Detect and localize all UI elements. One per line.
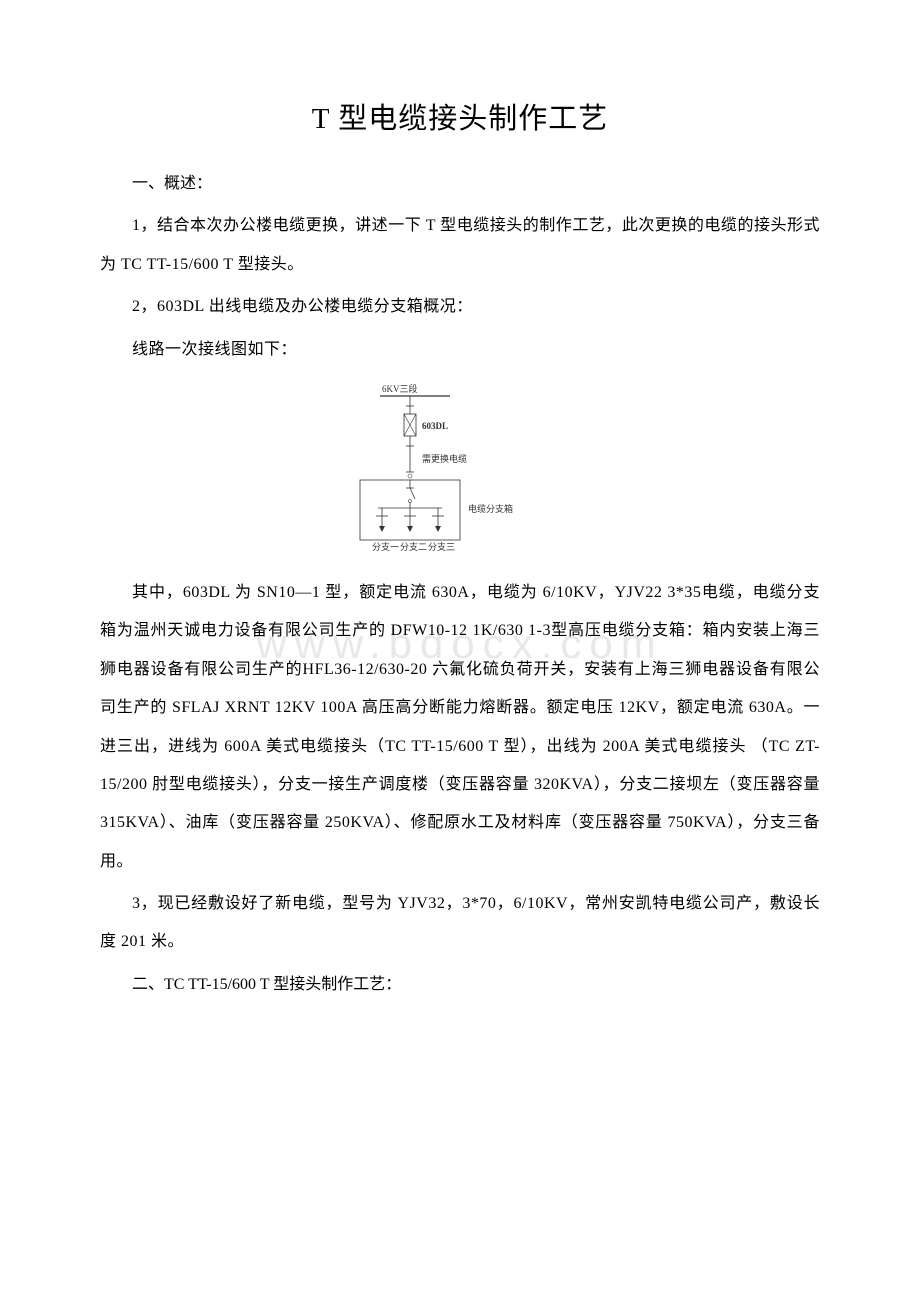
paragraph-4: 其中，603DL 为 SN10—1 型，额定电流 630A，电缆为 6/10KV… (100, 574, 820, 881)
diagram-label-top: 6KV三段 (382, 384, 418, 394)
paragraph-5: 3，现已经敷设好了新电缆，型号为 YJV32，3*70，6/10KV，常州安凯特… (100, 885, 820, 962)
diagram-label-branch3: 分支三 (428, 541, 455, 552)
paragraph-1: 1，结合本次办公楼电缆更换，讲述一下 T 型电缆接头的制作工艺，此次更换的电缆的… (100, 207, 820, 284)
diagram-label-box: 电缆分支箱 (468, 503, 513, 514)
diagram-label-branch1: 分支一 (372, 541, 399, 552)
section-1-heading: 一、概述： (100, 165, 820, 203)
section-2-heading: 二、TC TT-15/600 T 型接头制作工艺： (100, 966, 820, 1004)
paragraph-3: 线路一次接线图如下： (100, 331, 820, 369)
paragraph-2: 2，603DL 出线电缆及办公楼电缆分支箱概况： (100, 288, 820, 326)
diagram-svg: 6KV三段 603DL 需更换电缆 电缆分支箱 (350, 384, 570, 554)
diagram-label-cable: 需更换电缆 (422, 453, 467, 464)
diagram-label-603dl: 603DL (422, 421, 448, 431)
document-title: T 型电缆接头制作工艺 (100, 95, 820, 137)
circuit-diagram: 6KV三段 603DL 需更换电缆 电缆分支箱 (350, 384, 570, 554)
diagram-label-branch2: 分支二 (400, 541, 427, 552)
